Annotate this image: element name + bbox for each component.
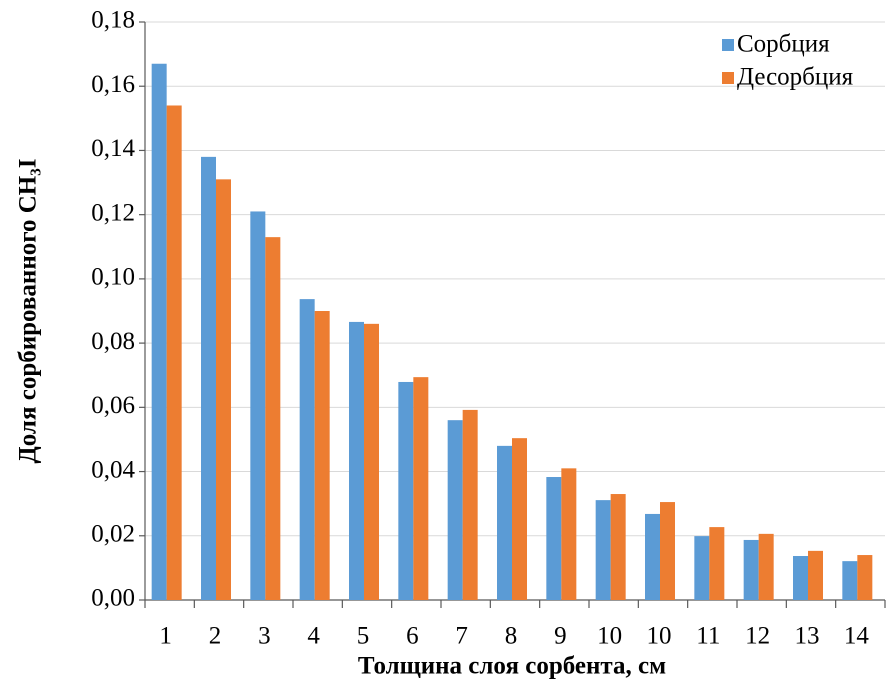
bar xyxy=(857,555,872,600)
x-axis-title: Толщина слоя сорбента, см xyxy=(358,653,666,680)
bar xyxy=(201,157,216,600)
bar xyxy=(250,211,265,600)
x-tick-label: 5 xyxy=(357,623,370,650)
bar xyxy=(413,377,428,600)
y-tick-label: 0,02 xyxy=(91,521,135,548)
bar xyxy=(694,536,709,600)
chart: Толщина слоя сорбента, см Доля сорбирова… xyxy=(0,0,889,687)
x-tick-label: 7 xyxy=(455,623,468,650)
bar xyxy=(709,527,724,600)
bar xyxy=(398,382,413,600)
y-axis-title: Доля сорбированного CH₃I xyxy=(15,159,42,464)
x-tick-label: 8 xyxy=(505,623,518,650)
x-tick-label: 13 xyxy=(795,623,820,650)
bar xyxy=(152,64,167,600)
x-tick-label: 10 xyxy=(647,623,672,650)
y-tick-label: 0,12 xyxy=(91,199,135,226)
bar xyxy=(349,322,364,600)
bar xyxy=(759,534,774,600)
bar xyxy=(808,551,823,600)
legend-swatch xyxy=(722,39,734,51)
bar xyxy=(300,299,315,600)
bar xyxy=(265,237,280,600)
bar xyxy=(364,324,379,600)
legend-label: Сорбция xyxy=(737,31,830,58)
x-tick-label: 14 xyxy=(844,623,870,650)
bar xyxy=(793,556,808,600)
bar xyxy=(645,514,660,600)
y-tick-label: 0,04 xyxy=(91,456,135,483)
bar xyxy=(315,311,330,600)
x-tick-label: 12 xyxy=(745,623,770,650)
y-tick-label: 0,08 xyxy=(91,328,135,355)
bar xyxy=(561,468,576,600)
x-tick-label: 10 xyxy=(597,623,622,650)
bar xyxy=(497,446,512,600)
y-tick-label: 0,10 xyxy=(91,264,135,291)
y-tick-label: 0,18 xyxy=(91,7,135,34)
x-tick-label: 2 xyxy=(209,623,222,650)
y-tick-label: 0,16 xyxy=(91,71,135,98)
x-tick-label: 4 xyxy=(307,623,320,650)
y-tick-label: 0,00 xyxy=(91,585,135,612)
legend-swatch xyxy=(722,72,734,84)
legend-label: Десорбция xyxy=(737,64,854,91)
bar xyxy=(167,105,182,600)
bar xyxy=(744,540,759,600)
y-tick-label: 0,14 xyxy=(91,135,135,162)
bar xyxy=(596,500,611,600)
bar xyxy=(512,438,527,600)
x-tick-label: 3 xyxy=(258,623,271,650)
bar xyxy=(660,502,675,600)
y-tick-label: 0,06 xyxy=(91,392,135,419)
bar xyxy=(216,179,231,600)
x-tick-label: 9 xyxy=(554,623,567,650)
x-tick-label: 11 xyxy=(696,623,720,650)
bar xyxy=(546,477,561,600)
bar xyxy=(611,494,626,600)
bar xyxy=(842,561,857,600)
bar xyxy=(448,420,463,600)
x-tick-label: 6 xyxy=(406,623,419,650)
bar xyxy=(463,410,478,600)
x-tick-label: 1 xyxy=(159,623,172,650)
